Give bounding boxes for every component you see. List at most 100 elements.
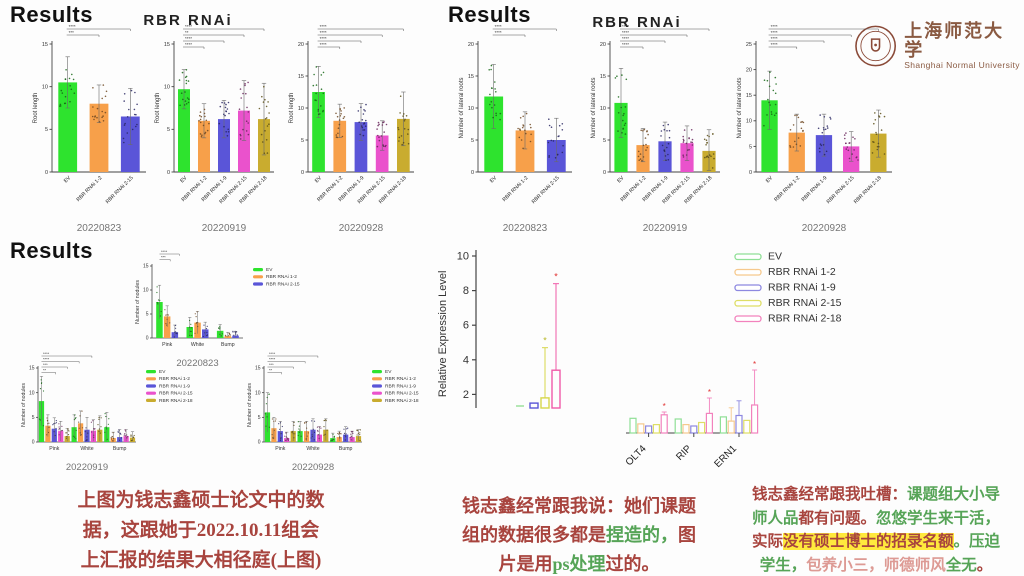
svg-text:10: 10 — [600, 106, 606, 112]
svg-text:RBR RNAi 2-15: RBR RNAi 2-15 — [105, 175, 135, 205]
svg-text:EV: EV — [765, 175, 775, 185]
svg-text:RBR RNAi 1-9: RBR RNAi 1-9 — [385, 383, 416, 389]
svg-text:Pink: Pink — [49, 446, 59, 452]
svg-text:Bump: Bump — [339, 446, 353, 452]
svg-text:RIP: RIP — [674, 443, 694, 463]
svg-text:EV: EV — [159, 369, 166, 375]
note-text-segment: 包养小三， — [806, 556, 884, 574]
svg-text:0: 0 — [301, 170, 304, 176]
note-complaints: 钱志鑫经常跟我吐槽：课题组大小导 师人品都有问题。忽悠学生来干活， 实际没有硕士博士… — [727, 483, 1024, 576]
chart-root-length-20220823: 0 5 10 15 Root length EV RBR RNAi 1-2 RBR RNAi … — [26, 24, 152, 241]
chart-nodules-20220823: 0 5 10 15 Number of nodules Pink White Bump ****… — [128, 249, 333, 375]
svg-text:Number of nodules: Number of nodules — [247, 383, 253, 427]
university-name-en: Shanghai Normal University — [904, 60, 1020, 71]
svg-text:0: 0 — [45, 170, 48, 176]
svg-text:EV: EV — [616, 175, 626, 185]
svg-text:****: **** — [43, 357, 50, 362]
svg-text:****: **** — [69, 24, 76, 29]
svg-text:10: 10 — [164, 85, 170, 91]
svg-text:****: **** — [320, 36, 327, 41]
svg-text:****: **** — [495, 30, 502, 35]
note-text-segment: 片是用 — [498, 554, 553, 574]
svg-text:Number of lateral roots: Number of lateral roots — [459, 77, 465, 138]
svg-text:****: **** — [320, 30, 327, 35]
svg-text:10: 10 — [468, 106, 474, 112]
svg-text:15: 15 — [143, 264, 149, 270]
chart-lateral-roots-20220823: 0 5 10 15 20 Number of lateral roots EV RBR RNA… — [452, 24, 578, 241]
svg-text:RBR RNAi 2-15: RBR RNAi 2-15 — [385, 391, 419, 397]
svg-text:****: **** — [622, 42, 629, 47]
svg-text:RBR RNAi 2-18: RBR RNAi 2-18 — [768, 313, 842, 325]
heading-results-top-right: Results — [448, 2, 531, 27]
chart-lateral-roots-20220928: 0 5 10 15 20 25 Number of lateral roots EV RBR R… — [730, 24, 898, 241]
svg-text:***: *** — [161, 255, 166, 260]
svg-text:10: 10 — [255, 390, 261, 396]
svg-text:RBR RNAi 2-18: RBR RNAi 2-18 — [853, 175, 883, 205]
svg-text:RBR RNAi 2-15: RBR RNAi 2-15 — [826, 175, 856, 205]
svg-text:RBR RNAi 2-18: RBR RNAi 2-18 — [159, 398, 193, 404]
svg-text:*: * — [543, 336, 547, 346]
chart-group-title-root-length: RBR RNAi — [143, 12, 233, 29]
svg-text:RBR RNAi 1-2: RBR RNAi 1-2 — [768, 266, 836, 278]
svg-text:Number of nodules: Number of nodules — [21, 383, 27, 427]
svg-text:5: 5 — [471, 138, 474, 144]
svg-text:****: **** — [771, 42, 778, 47]
svg-text:Root length: Root length — [33, 93, 39, 124]
note-fabricated-data: 钱志鑫经常跟我说：她们课题 组的数据很多都是捏造的，图 片是用ps处理过的。 — [428, 492, 730, 576]
svg-text:20220928: 20220928 — [802, 223, 847, 234]
chart-nodules-20220919: 0 5 10 15 Number of nodules Pink White Bump ****… — [14, 351, 226, 479]
note-text-segment: 课题组大小导 — [907, 486, 1001, 503]
svg-text:8: 8 — [463, 285, 469, 297]
svg-text:EV: EV — [489, 175, 499, 185]
svg-text:***: *** — [43, 362, 48, 367]
note-text-segment: 师德师风 — [883, 556, 946, 574]
svg-text:****: **** — [320, 24, 327, 29]
svg-text:20: 20 — [600, 42, 606, 48]
svg-text:RBR RNAi 1-2: RBR RNAi 1-2 — [502, 175, 530, 203]
note-text-segment: 钱志鑫经常跟我说：她们课题 — [462, 496, 696, 516]
svg-text:****: **** — [320, 42, 327, 47]
svg-text:**: ** — [269, 368, 273, 373]
svg-text:****: **** — [185, 36, 192, 41]
svg-text:20220919: 20220919 — [643, 223, 688, 234]
svg-text:20: 20 — [298, 42, 304, 48]
svg-text:****: **** — [269, 352, 276, 356]
heading-results-top-left: Results — [10, 2, 93, 27]
svg-text:RBR RNAi 1-9: RBR RNAi 1-9 — [768, 282, 836, 294]
chart-group-title-lateral-roots: RBR RNAi — [592, 14, 682, 31]
svg-text:EV: EV — [385, 369, 392, 375]
svg-text:15: 15 — [255, 366, 261, 372]
svg-text:4: 4 — [463, 354, 469, 366]
svg-text:20220823: 20220823 — [503, 223, 548, 234]
svg-text:15: 15 — [468, 74, 474, 80]
note-text-segment: 忽悠学生来干活， — [876, 509, 1001, 527]
svg-text:10: 10 — [42, 85, 48, 91]
svg-text:10: 10 — [29, 390, 35, 396]
chart-root-length-20220919: 0 5 10 15 Root length EV RBR RNAi 1-2 RBR RNAi … — [148, 24, 280, 241]
svg-text:RBR RNAi 2-15: RBR RNAi 2-15 — [266, 281, 300, 287]
university-emblem-icon — [855, 25, 897, 67]
svg-text:RBR RNAi 1-2: RBR RNAi 1-2 — [159, 376, 190, 382]
svg-text:RBR RNAi 2-15: RBR RNAi 2-15 — [159, 391, 193, 397]
svg-text:25: 25 — [746, 42, 752, 48]
note-text-segment: 学生， — [759, 556, 807, 574]
svg-text:EV: EV — [63, 175, 73, 185]
note-thesis-data: 上图为钱志鑫硕士论文中的数 据，这跟她于2022.10.11组会 上汇报的结果大相径… — [34, 486, 368, 576]
note-text-segment: 师人品 — [751, 509, 799, 527]
svg-text:Pink: Pink — [162, 342, 172, 348]
svg-text:0: 0 — [258, 440, 261, 446]
svg-text:Root length: Root length — [155, 93, 161, 124]
svg-text:0: 0 — [749, 170, 752, 176]
svg-text:***: *** — [69, 30, 75, 35]
svg-text:RBR RNAi 1-2: RBR RNAi 1-2 — [385, 376, 416, 382]
svg-text:5: 5 — [749, 144, 752, 150]
svg-text:****: **** — [269, 357, 276, 362]
svg-text:****: **** — [185, 42, 192, 47]
svg-text:EV: EV — [266, 267, 273, 273]
svg-text:5: 5 — [301, 138, 304, 144]
note-text-segment: 钱志鑫经常跟我吐槽： — [751, 486, 907, 503]
svg-text:RBR RNAi 2-18: RBR RNAi 2-18 — [385, 398, 419, 404]
svg-text:EV: EV — [179, 175, 189, 185]
svg-text:****: **** — [771, 24, 778, 29]
